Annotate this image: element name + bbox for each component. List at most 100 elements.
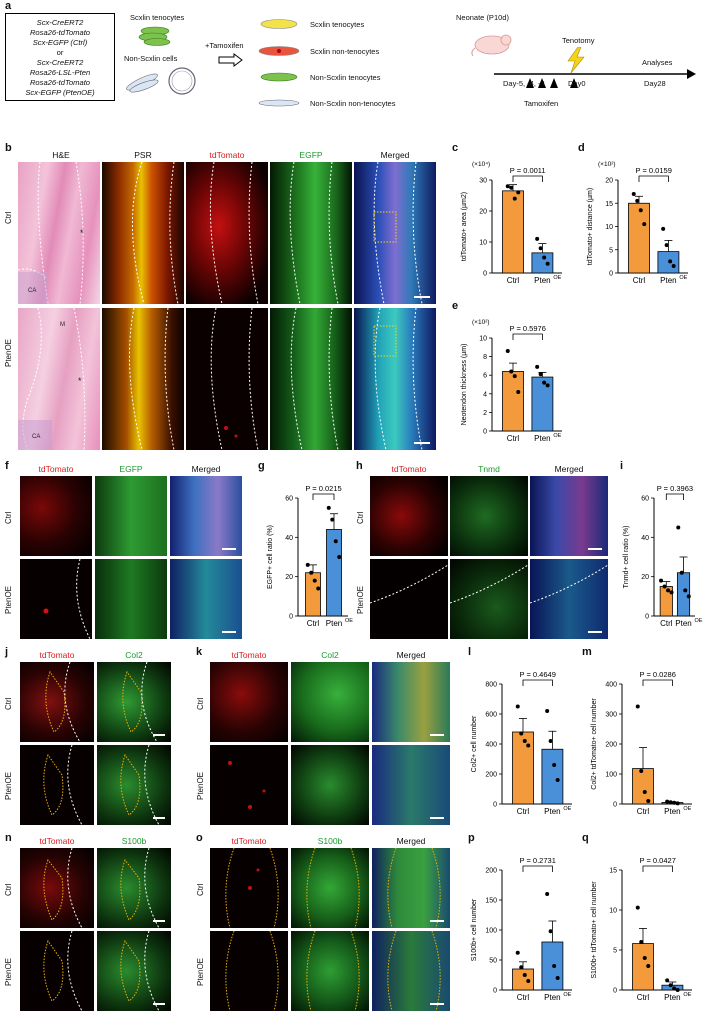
scale-bar xyxy=(414,296,430,298)
bar-ctrl xyxy=(632,943,654,991)
panel-label-c: c xyxy=(452,142,459,154)
row-label-pten: PtenOE xyxy=(4,957,13,986)
y-tick-label: 20 xyxy=(285,574,293,581)
y-tick-label: 0 xyxy=(645,614,649,621)
p-value-label: P = 0.2731 xyxy=(520,856,556,865)
y-axis-label: Tnmd+ cell ratio (%) xyxy=(623,526,630,589)
y-tick-label: 600 xyxy=(485,712,497,719)
y-tick-label: 0 xyxy=(483,429,487,436)
significance-bracket xyxy=(642,679,673,686)
x-label-ctrl: Ctrl xyxy=(637,807,650,816)
data-point-ctrl xyxy=(519,965,524,970)
data-point-pten xyxy=(555,976,560,980)
x-label-pten: Pten xyxy=(534,276,550,285)
data-point-pten xyxy=(545,892,550,896)
tenotomy-label: Tenotomy xyxy=(562,36,595,45)
data-point-pten xyxy=(548,929,553,934)
data-point-ctrl xyxy=(638,208,643,213)
chart-q: 0 5 10 15 S100b+ tdTomato+ cell number P = 0.… xyxy=(591,856,692,1002)
x-label-pten: Pten xyxy=(664,993,680,1002)
x-label-pten-sup: OE xyxy=(563,806,571,812)
row-label-pten: PtenOE xyxy=(4,771,13,800)
data-point-pten xyxy=(679,570,684,575)
channel-s100b: S100b xyxy=(317,836,343,846)
channel-tdtomato: tdTomato xyxy=(39,650,75,660)
panel-label-b: b xyxy=(5,142,12,154)
scale-bar xyxy=(430,920,444,922)
channel-tdtomato: tdTomato xyxy=(209,150,245,160)
significance-bracket xyxy=(522,679,553,686)
y-axis-label: Col2+ cell number xyxy=(471,715,478,772)
y-tick-label: 60 xyxy=(285,496,293,503)
he-pten-image: M CA * xyxy=(18,308,100,450)
data-point-pten xyxy=(686,594,691,599)
merged-pten-image xyxy=(354,308,436,450)
panel-label-f: f xyxy=(5,460,9,472)
x-label-pten: Pten xyxy=(544,807,560,816)
chart-g: 0 20 40 60 EGFP+ cell ratio (%) P = 0.0215 Ctr… xyxy=(267,484,353,628)
x-label-ctrl: Ctrl xyxy=(507,434,520,443)
data-point-ctrl xyxy=(526,743,531,748)
data-point-ctrl xyxy=(635,198,640,203)
k-merged-pten xyxy=(372,745,450,825)
channel-merged: Merged xyxy=(396,650,426,660)
row-label-pten: PtenOE xyxy=(356,585,365,614)
chart-e: 0 2 4 6 8 10 Neotendon thickness (µm) (×10²) P =… xyxy=(461,319,562,443)
genotype-line: Rosa26-tdTomato xyxy=(29,28,91,37)
bar-ctrl xyxy=(512,968,534,991)
significance-bracket xyxy=(642,865,673,872)
bar-pten xyxy=(676,572,691,617)
data-point-pten xyxy=(542,380,547,385)
channel-merged: Merged xyxy=(554,464,584,474)
channel-tnmd: Tnmd xyxy=(478,464,500,474)
row-label-ctrl: Ctrl xyxy=(4,883,13,896)
data-point-ctrl xyxy=(305,562,310,567)
channel-egfp: EGFP xyxy=(119,464,143,474)
x-label-pten: Pten xyxy=(544,993,560,1002)
data-point-ctrl xyxy=(512,374,517,379)
genotype-line: Scx-EGFP (Ctrl) xyxy=(32,38,88,47)
y-axis-label: tdTomato+ area (µm2) xyxy=(461,192,468,261)
y-tick-label: 10 xyxy=(605,224,613,231)
data-point-pten xyxy=(555,778,560,782)
n-s100b-pten xyxy=(97,931,171,1011)
chart-m: 0 100 200 300 400 Col2+ tdTomato+ cell number… xyxy=(591,670,692,816)
bar-ctrl xyxy=(628,202,650,274)
data-point-ctrl xyxy=(642,222,647,227)
channel-col2: Col2 xyxy=(321,650,339,660)
scale-bar xyxy=(430,817,444,819)
psr-ctrl-image xyxy=(102,162,184,304)
x-label-ctrl: Ctrl xyxy=(517,807,530,816)
x-label-ctrl: Ctrl xyxy=(637,993,650,1002)
y-scale-label: (×10²) xyxy=(598,161,616,168)
data-point-ctrl xyxy=(646,964,651,968)
panel-label-p: p xyxy=(468,832,475,844)
psr-pten-image xyxy=(102,308,184,450)
data-point-pten xyxy=(683,588,688,593)
data-point-ctrl xyxy=(509,185,514,190)
chart-l: 0 200 400 600 800 Col2+ cell number P = 0.4649… xyxy=(471,670,572,816)
y-tick-label: 0 xyxy=(613,802,617,809)
data-point-pten xyxy=(661,226,666,231)
panel-label-k: k xyxy=(196,646,203,658)
y-tick-label: 200 xyxy=(485,868,497,875)
channel-s100b: S100b xyxy=(121,836,147,846)
legend-scx-lin-non-tenocytes: Scxlin non-tenocytes xyxy=(310,47,380,56)
f-tdtomato-pten xyxy=(20,559,92,639)
label-ca: CA xyxy=(32,434,41,440)
blue-cells-illustration xyxy=(126,67,196,95)
data-point-ctrl xyxy=(505,349,510,354)
row-label-pten: PtenOE xyxy=(4,585,13,614)
legend-non-scx-lin-non-tenocytes: Non-Scxlin non-tenocytes xyxy=(310,99,396,108)
f-merged-pten xyxy=(170,559,242,639)
tdtomato-pten-image xyxy=(186,308,268,450)
data-point-pten xyxy=(330,517,335,522)
y-tick-label: 200 xyxy=(605,742,617,749)
x-label-pten-sup: OE xyxy=(553,433,561,439)
o-tdtomato-ctrl xyxy=(210,848,288,928)
scale-bar xyxy=(430,1003,444,1005)
genotype-line: Scx-CreERT2 xyxy=(36,18,84,27)
data-point-ctrl xyxy=(659,578,664,583)
h-tnmd-pten xyxy=(450,559,528,639)
significance-bracket xyxy=(312,493,335,500)
